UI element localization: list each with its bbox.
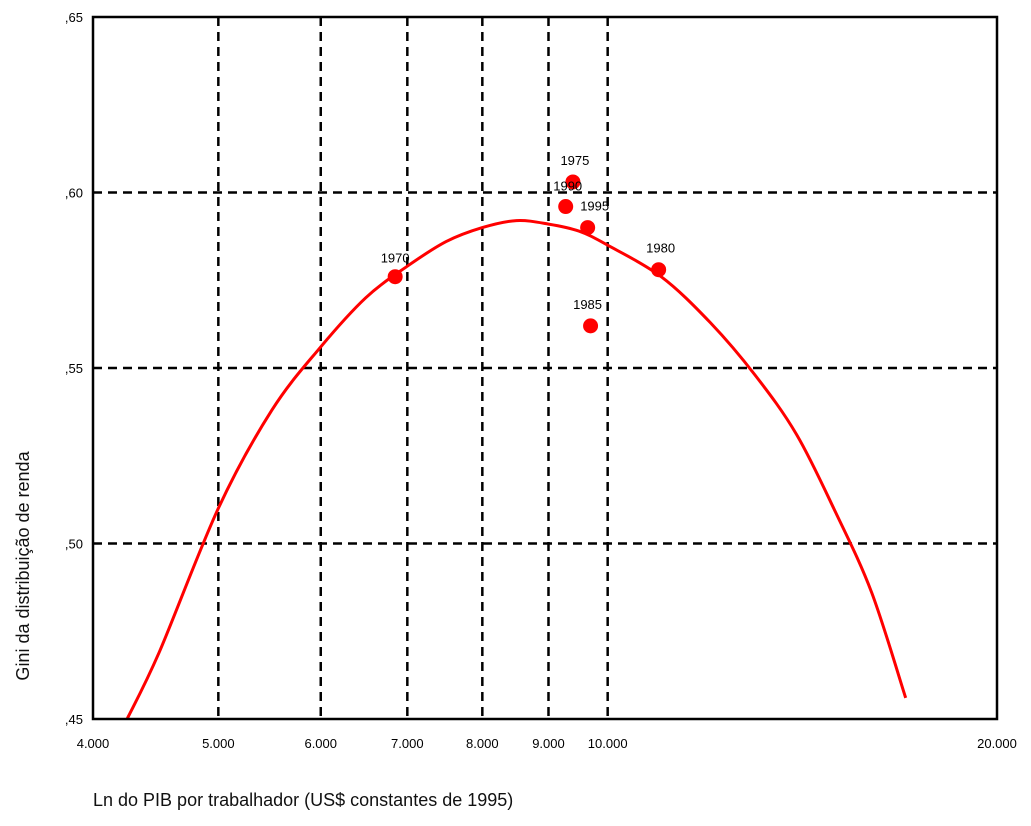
points-layer (387, 174, 667, 334)
grid-layer (93, 17, 997, 719)
data-point-1990 (558, 199, 574, 215)
x-axis-title: Ln do PIB por trabalhador (US$ constante… (93, 790, 513, 810)
y-axis-title: Gini da distribuição de renda (13, 450, 33, 680)
x-tick-label: 10.000 (588, 736, 628, 751)
point-label-1970: 1970 (381, 251, 410, 266)
y-tick-label: ,60 (65, 186, 83, 201)
curve-layer (125, 219, 908, 720)
point-label-1985: 1985 (573, 297, 602, 312)
x-axis-ticks: 4.000 5.000 6.000 7.000 8.000 9.000 10.000 20.0… (77, 736, 1017, 751)
data-point-1975 (565, 174, 581, 190)
data-point-1980 (651, 262, 667, 278)
point-label-1975: 1975 (560, 153, 589, 168)
plot-frame (91, 15, 999, 721)
x-tick-label: 9.000 (532, 736, 565, 751)
y-tick-label: ,55 (65, 361, 83, 376)
x-tick-label: 4.000 (77, 736, 110, 751)
x-tick-label: 8.000 (466, 736, 499, 751)
x-tick-label: 6.000 (304, 736, 337, 751)
y-tick-label: ,65 (65, 10, 83, 25)
fitted-curve (125, 219, 908, 720)
y-axis-ticks: ,45 ,50 ,55 ,60 ,65 (65, 10, 83, 727)
point-label-1995: 1995 (580, 199, 609, 214)
data-point-1985 (583, 318, 599, 334)
x-tick-label: 5.000 (202, 736, 235, 751)
x-tick-label: 7.000 (391, 736, 424, 751)
y-tick-label: ,50 (65, 537, 83, 552)
y-tick-label: ,45 (65, 712, 83, 727)
point-label-1990: 1990 (553, 179, 582, 194)
point-label-1980: 1980 (646, 241, 675, 256)
data-point-1970 (387, 269, 403, 285)
data-point-1995 (580, 220, 596, 236)
x-tick-label: 20.000 (977, 736, 1017, 751)
point-labels-layer: 1970 1975 1990 1995 1980 1985 (381, 153, 675, 312)
